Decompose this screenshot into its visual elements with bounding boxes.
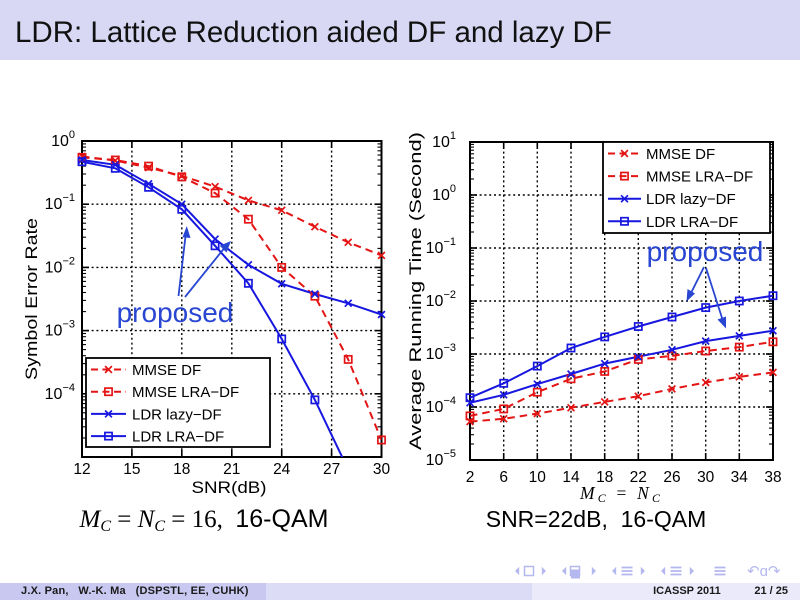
svg-text:21: 21: [223, 461, 240, 478]
svg-text:MC = NC = 16, 16-QAM: MC = NC = 16, 16-QAM: [79, 505, 329, 535]
svg-text:Average Running Time (Second): Average Running Time (Second): [407, 132, 425, 450]
svg-text:30: 30: [697, 469, 715, 486]
svg-text:10−2: 10−2: [426, 289, 456, 310]
svg-text:10−5: 10−5: [426, 448, 456, 469]
svg-text:10−4: 10−4: [45, 382, 75, 403]
svg-text:10−2: 10−2: [45, 255, 75, 276]
svg-text:100: 100: [51, 129, 75, 150]
svg-text:SNR=22dB, 16-QAM: SNR=22dB, 16-QAM: [486, 506, 707, 532]
svg-text:18: 18: [596, 469, 613, 486]
svg-text:↶ɑ↷: ↶ɑ↷: [747, 563, 781, 580]
svg-text:Symbol Error Rate: Symbol Error Rate: [23, 218, 41, 380]
svg-text:LDR lazy−DF: LDR lazy−DF: [132, 406, 222, 423]
svg-text:LDR lazy−DF: LDR lazy−DF: [646, 191, 736, 208]
svg-text:6: 6: [499, 469, 508, 486]
svg-text:MMSE DF: MMSE DF: [132, 362, 201, 379]
svg-text:38: 38: [764, 469, 781, 486]
svg-text:LDR LRA−DF: LDR LRA−DF: [132, 429, 224, 446]
svg-text:MMSE LRA−DF: MMSE LRA−DF: [646, 169, 753, 186]
svg-text:10−3: 10−3: [426, 342, 456, 363]
svg-text:12: 12: [73, 461, 90, 478]
svg-text:15: 15: [123, 461, 140, 478]
svg-text:2: 2: [466, 469, 475, 486]
svg-text:10: 10: [529, 469, 547, 486]
svg-text:26: 26: [663, 469, 680, 486]
svg-text:14: 14: [562, 469, 580, 486]
svg-text:MMSE LRA−DF: MMSE LRA−DF: [132, 384, 239, 401]
svg-text:10−1: 10−1: [426, 236, 456, 257]
svg-text:MMSE DF: MMSE DF: [646, 146, 715, 163]
svg-text:proposed: proposed: [647, 236, 764, 267]
svg-text:100: 100: [432, 183, 456, 204]
svg-text:27: 27: [323, 461, 340, 478]
svg-text:10−1: 10−1: [45, 192, 75, 213]
svg-text:22: 22: [630, 469, 647, 486]
svg-text:10−4: 10−4: [426, 395, 456, 416]
svg-text:MC = NC: MC = NC: [579, 483, 661, 505]
svg-text:24: 24: [273, 461, 291, 478]
svg-text:LDR LRA−DF: LDR LRA−DF: [646, 214, 738, 231]
svg-text:101: 101: [432, 130, 456, 151]
svg-text:18: 18: [173, 461, 190, 478]
svg-text:30: 30: [373, 461, 391, 478]
svg-text:proposed: proposed: [117, 297, 234, 328]
svg-text:SNR(dB): SNR(dB): [192, 479, 267, 497]
svg-text:10−3: 10−3: [45, 319, 75, 340]
svg-text:34: 34: [731, 469, 749, 486]
